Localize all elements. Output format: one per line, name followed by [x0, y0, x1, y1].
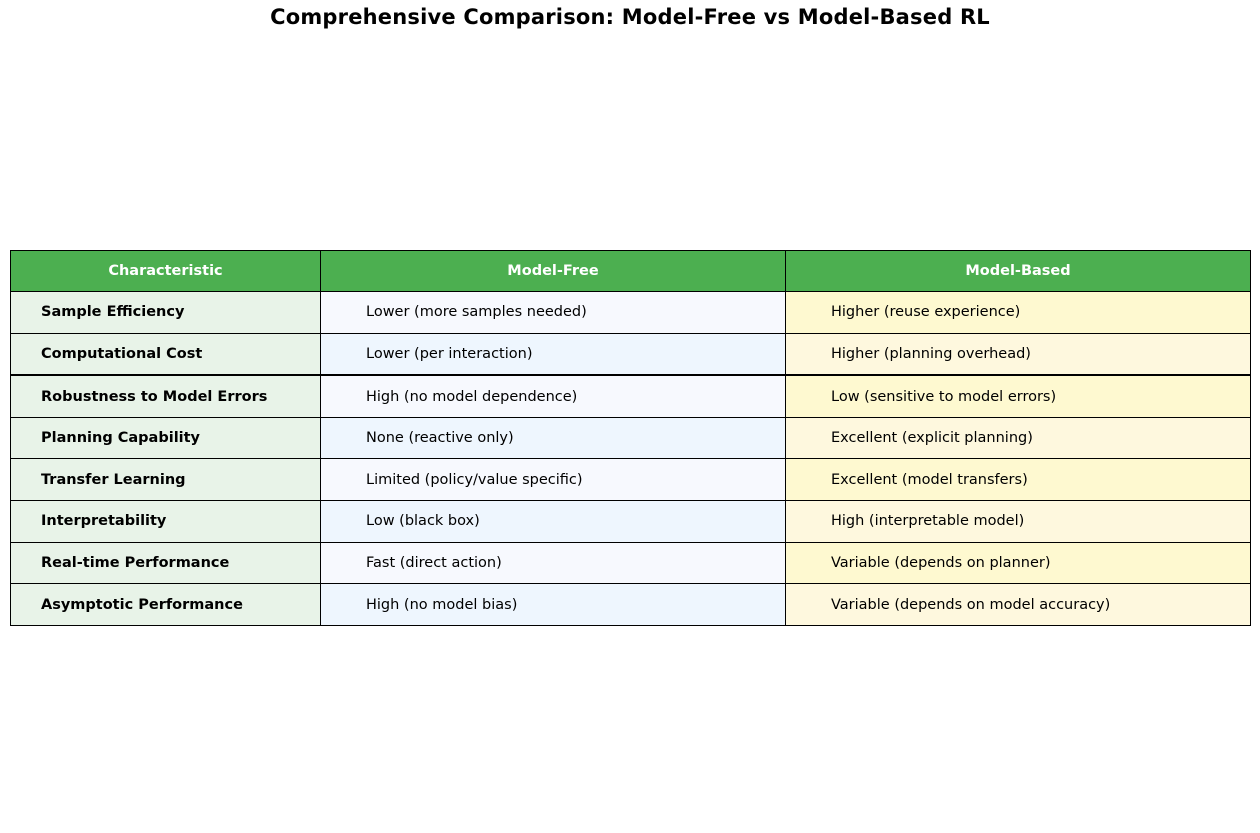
model-based-cell: High (interpretable model) — [785, 500, 1251, 543]
model-based-cell: Low (sensitive to model errors) — [785, 374, 1251, 418]
model-based-cell: Excellent (explicit planning) — [785, 416, 1251, 460]
model-based-cell: Variable (depends on planner) — [785, 541, 1251, 585]
table-row: Interpretability Low (black box) High (i… — [10, 500, 1251, 543]
model-based-cell: Higher (reuse experience) — [785, 291, 1251, 334]
table-row: Robustness to Model Errors High (no mode… — [10, 374, 1251, 418]
model-free-cell: High (no model bias) — [320, 583, 786, 626]
characteristic-cell: Computational Cost — [10, 332, 321, 377]
model-free-cell: None (reactive only) — [320, 416, 786, 460]
table-row: Planning Capability None (reactive only)… — [10, 416, 1251, 460]
model-free-cell: Low (black box) — [320, 500, 786, 543]
characteristic-cell: Planning Capability — [10, 416, 321, 460]
characteristic-cell: Robustness to Model Errors — [10, 374, 321, 418]
model-free-cell: High (no model dependence) — [320, 374, 786, 418]
comparison-table: Characteristic Model-Free Model-Based Sa… — [10, 250, 1251, 626]
table-row: Sample Efficiency Lower (more samples ne… — [10, 291, 1251, 334]
characteristic-cell: Interpretability — [10, 500, 321, 543]
characteristic-cell: Real-time Performance — [10, 541, 321, 585]
table-row: Transfer Learning Limited (policy/value … — [10, 458, 1251, 502]
model-based-cell: Variable (depends on model accuracy) — [785, 583, 1251, 626]
table-row: Real-time Performance Fast (direct actio… — [10, 541, 1251, 585]
table-row: Computational Cost Lower (per interactio… — [10, 332, 1251, 377]
header-model-based: Model-Based — [785, 250, 1251, 292]
model-free-cell: Lower (per interaction) — [320, 332, 786, 377]
characteristic-cell: Asymptotic Performance — [10, 583, 321, 626]
header-row: Characteristic Model-Free Model-Based — [10, 250, 1251, 292]
header-characteristic: Characteristic — [10, 250, 321, 292]
model-free-cell: Fast (direct action) — [320, 541, 786, 585]
model-based-cell: Excellent (model transfers) — [785, 458, 1251, 502]
table-row: Asymptotic Performance High (no model bi… — [10, 583, 1251, 626]
model-free-cell: Limited (policy/value specific) — [320, 458, 786, 502]
characteristic-cell: Transfer Learning — [10, 458, 321, 502]
header-model-free: Model-Free — [320, 250, 786, 292]
characteristic-cell: Sample Efficiency — [10, 291, 321, 334]
model-free-cell: Lower (more samples needed) — [320, 291, 786, 334]
model-based-cell: Higher (planning overhead) — [785, 332, 1251, 377]
chart-title: Comprehensive Comparison: Model-Free vs … — [270, 5, 990, 29]
